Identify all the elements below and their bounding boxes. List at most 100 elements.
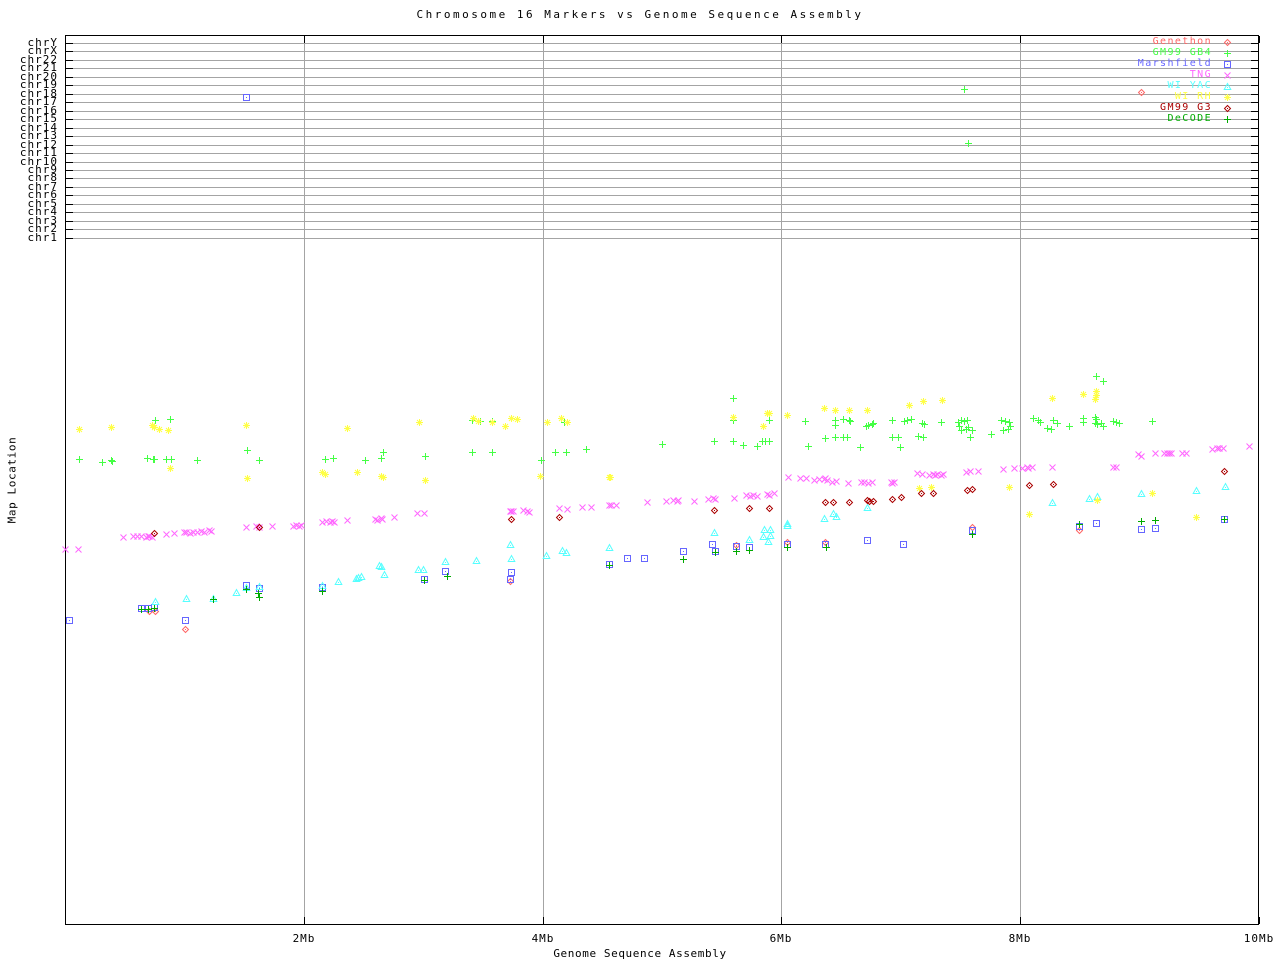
data-point-genethon	[506, 577, 515, 585]
left-tick	[66, 60, 73, 61]
data-point-gm99-gb4	[839, 415, 847, 423]
right-tick	[1251, 94, 1258, 95]
data-point-gm99-gb4	[1050, 416, 1058, 424]
data-point-gm99-gb4	[960, 85, 968, 93]
data-point-tng	[344, 516, 352, 524]
top-tick	[1020, 36, 1021, 43]
data-point-gm99-g3	[917, 489, 925, 497]
data-point-gm99-gb4	[1053, 419, 1061, 427]
data-point-marshfield	[506, 575, 514, 583]
data-point-wi-rh	[344, 424, 352, 432]
chromosome-label: chr4	[27, 205, 58, 218]
chromosome-label: chr19	[19, 78, 58, 91]
data-point-tng	[1151, 449, 1159, 457]
data-point-gm99-gb4	[964, 416, 972, 424]
data-point-gm99-g3	[150, 529, 159, 537]
data-point-gm99-gb4	[75, 455, 83, 463]
data-point-gm99-gb4	[765, 416, 773, 424]
data-point-wi-rh	[502, 422, 510, 430]
data-point-gm99-gb4	[843, 433, 851, 441]
chromosome-line	[66, 212, 1258, 213]
right-tick	[1251, 229, 1258, 230]
data-point-wi-yac	[558, 545, 568, 554]
data-point-gm99-gb4	[109, 457, 117, 465]
right-tick	[1251, 238, 1258, 239]
data-point-wi-yac	[759, 531, 768, 540]
data-point-tng	[163, 530, 170, 538]
data-point-gm99-gb4	[151, 455, 159, 463]
chromosome-label: chr3	[27, 214, 58, 227]
data-point-gm99-gb4	[999, 426, 1007, 434]
data-point-tng	[731, 494, 739, 502]
left-tick	[66, 221, 73, 222]
data-point-wi-rh	[354, 468, 362, 476]
data-point-wi-yac	[334, 576, 343, 585]
data-point-wi-yac	[1048, 497, 1057, 506]
chromosome-label: chrY	[27, 36, 58, 49]
data-point-wi-rh	[380, 473, 388, 481]
data-point-marshfield	[708, 540, 716, 548]
data-point-tng	[208, 527, 216, 535]
data-point-tng	[243, 523, 250, 531]
data-point-wi-rh	[1193, 513, 1201, 521]
data-point-wi-yac	[151, 596, 160, 605]
data-point-decode	[137, 605, 145, 613]
legend-marker-gm99-gb4	[1223, 49, 1231, 57]
chart-title: Chromosome 16 Markers vs Genome Sequence…	[416, 8, 864, 21]
y-axis-label: Map Location	[5, 436, 19, 524]
chromosome-line	[66, 119, 1258, 120]
data-point-tng	[74, 545, 82, 553]
data-point-gm99-g3	[830, 498, 838, 506]
data-point-gm99-gb4	[711, 437, 719, 445]
left-tick	[66, 153, 73, 154]
data-point-gm99-gb4	[888, 433, 896, 441]
data-point-wi-rh	[928, 483, 936, 491]
data-point-gm99-gb4	[1044, 424, 1052, 432]
data-point-gm99-gb4	[900, 417, 908, 425]
data-point-gm99-gb4	[256, 456, 264, 464]
data-point-decode	[605, 561, 613, 569]
data-point-wi-rh	[607, 473, 615, 481]
data-point-wi-rh	[165, 426, 173, 434]
legend-marker-marshfield	[1223, 60, 1231, 68]
data-point-gm99-g3	[710, 506, 719, 514]
data-point-gm99-gb4	[997, 416, 1005, 424]
data-point-gm99-gb4	[1047, 425, 1055, 433]
left-tick	[66, 85, 73, 86]
data-point-gm99-gb4	[965, 423, 973, 431]
data-point-gm99-g3	[765, 504, 774, 512]
data-point-gm99-gb4	[958, 426, 966, 434]
data-point-marshfield	[640, 554, 648, 562]
data-point-wi-rh	[863, 406, 871, 414]
data-point-tng	[564, 505, 572, 513]
data-point-gm99-gb4	[321, 455, 329, 463]
left-tick	[66, 170, 73, 171]
data-point-wi-rh	[422, 476, 430, 484]
data-point-tng	[181, 528, 188, 536]
data-point-gm99-g3	[507, 515, 516, 523]
data-point-gm99-gb4	[894, 433, 902, 441]
data-point-gm99-gb4	[897, 443, 905, 451]
chromosome-line	[66, 187, 1258, 188]
data-point-decode	[783, 543, 791, 551]
legend-marker-genethon	[1223, 38, 1231, 46]
data-point-marshfield	[679, 547, 687, 555]
data-point-gm99-gb4	[1115, 419, 1123, 427]
data-point-wi-rh	[514, 415, 522, 423]
left-tick	[66, 178, 73, 179]
data-point-gm99-g3	[1026, 481, 1034, 489]
data-point-tng	[644, 498, 652, 506]
data-point-gm99-gb4	[847, 417, 855, 425]
data-point-marshfield	[66, 616, 74, 624]
data-point-gm99-gb4	[1093, 415, 1101, 423]
data-point-gm99-gb4	[488, 448, 496, 456]
data-point-marshfield	[899, 540, 907, 548]
data-point-tng	[298, 521, 305, 529]
data-point-gm99-g3	[869, 497, 878, 505]
data-point-tng	[510, 507, 518, 515]
plot-area	[65, 35, 1259, 925]
data-point-gm99-gb4	[908, 415, 916, 423]
left-tick	[66, 128, 73, 129]
data-point-tng	[201, 528, 209, 536]
data-point-wi-rh	[1079, 390, 1087, 398]
